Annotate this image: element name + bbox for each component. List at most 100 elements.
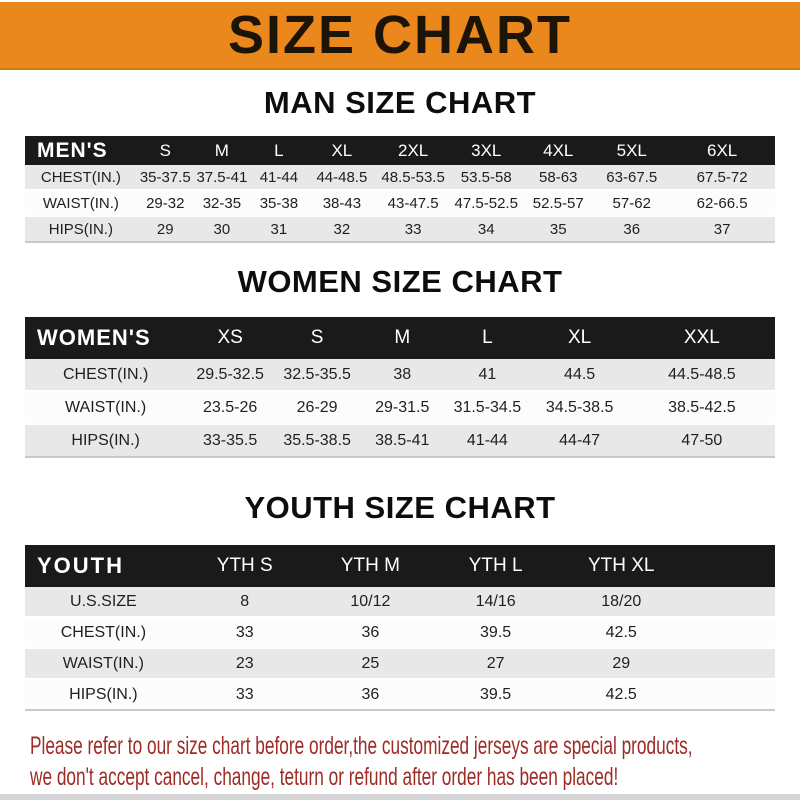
cell: 39.5 bbox=[432, 618, 559, 649]
cell: 31 bbox=[250, 217, 308, 243]
cell: 23 bbox=[181, 649, 308, 680]
men-section-title: MAN SIZE CHART bbox=[263, 85, 537, 120]
cell: 52.5-57 bbox=[522, 191, 595, 217]
women-header-label: WOMEN'S bbox=[25, 317, 187, 359]
cell: 47.5-52.5 bbox=[450, 191, 523, 217]
col-header: XL bbox=[307, 136, 376, 165]
cell: 29.5-32.5 bbox=[186, 359, 274, 392]
cell: 37.5-41 bbox=[193, 165, 250, 191]
col-header: 6XL bbox=[669, 136, 775, 165]
cell: 31.5-34.5 bbox=[444, 392, 531, 425]
cell: 35.5-38.5 bbox=[274, 425, 361, 458]
cell: 18/20 bbox=[558, 587, 685, 618]
cell: 10/12 bbox=[307, 587, 433, 618]
cell: 57-62 bbox=[594, 191, 670, 217]
cell: 32.5-35.5 bbox=[274, 359, 361, 392]
cell: 67.5-72 bbox=[669, 165, 775, 191]
cell: 37 bbox=[669, 217, 775, 243]
table-row: CHEST(IN.) 29.5-32.5 32.5-35.5 38 41 44.… bbox=[25, 359, 775, 392]
col-header: XXL bbox=[628, 317, 775, 359]
men-size-table: MEN'S S M L XL 2XL 3XL 4XL 5XL 6XL CHEST… bbox=[25, 136, 775, 243]
cell: 23.5-26 bbox=[186, 392, 274, 425]
col-header: YTH L bbox=[432, 545, 559, 587]
bottom-edge-strip bbox=[0, 794, 800, 800]
col-header: M bbox=[193, 136, 250, 165]
disclaimer-line-2: we don't accept cancel, change, teturn o… bbox=[30, 763, 619, 791]
col-header: 5XL bbox=[594, 136, 670, 165]
col-header: YTH M bbox=[307, 545, 433, 587]
row-label: HIPS(IN.) bbox=[25, 680, 182, 711]
col-header: YTH S bbox=[181, 545, 308, 587]
cell: 39.5 bbox=[432, 680, 559, 711]
cell: 41-44 bbox=[250, 165, 308, 191]
cell: 35-38 bbox=[250, 191, 308, 217]
row-label: CHEST(IN.) bbox=[25, 359, 187, 392]
col-header: XL bbox=[530, 317, 629, 359]
cell: 33 bbox=[181, 618, 308, 649]
row-label: CHEST(IN.) bbox=[25, 618, 182, 649]
table-row: WAIST(IN.) 23.5-26 26-29 29-31.5 31.5-34… bbox=[25, 392, 775, 425]
cell-spacer bbox=[684, 649, 775, 680]
men-header-row: MEN'S S M L XL 2XL 3XL 4XL 5XL 6XL bbox=[25, 136, 775, 165]
cell: 42.5 bbox=[558, 618, 685, 649]
disclaimer-line-1: Please refer to our size chart before or… bbox=[30, 732, 693, 760]
cell: 33 bbox=[376, 217, 451, 243]
banner-title: SIZE CHART bbox=[228, 5, 572, 65]
youth-section-title: YOUTH SIZE CHART bbox=[244, 490, 556, 525]
cell: 34 bbox=[450, 217, 523, 243]
row-label: U.S.SIZE bbox=[25, 587, 182, 618]
table-row: CHEST(IN.) 33 36 39.5 42.5 bbox=[25, 618, 775, 649]
row-label: HIPS(IN.) bbox=[25, 217, 137, 243]
cell: 36 bbox=[307, 618, 433, 649]
disclaimer-block: Please refer to our size chart before or… bbox=[30, 727, 800, 793]
cell: 48.5-53.5 bbox=[376, 165, 451, 191]
cell: 33 bbox=[181, 680, 308, 711]
cell: 32-35 bbox=[193, 191, 250, 217]
col-header: M bbox=[360, 317, 445, 359]
cell: 47-50 bbox=[628, 425, 775, 458]
cell: 38 bbox=[360, 359, 445, 392]
col-header: 4XL bbox=[522, 136, 595, 165]
col-header: L bbox=[444, 317, 531, 359]
cell: 34.5-38.5 bbox=[530, 392, 629, 425]
cell: 41 bbox=[444, 359, 531, 392]
youth-size-table: YOUTH YTH S YTH M YTH L YTH XL U.S.SIZE … bbox=[25, 545, 775, 711]
row-label: CHEST(IN.) bbox=[25, 165, 137, 191]
row-label: WAIST(IN.) bbox=[25, 649, 182, 680]
row-label: WAIST(IN.) bbox=[25, 191, 137, 217]
women-size-table: WOMEN'S XS S M L XL XXL CHEST(IN.) 29.5-… bbox=[25, 317, 775, 458]
col-header: L bbox=[250, 136, 308, 165]
col-header: S bbox=[136, 136, 194, 165]
men-header-label: MEN'S bbox=[25, 136, 137, 165]
col-header: 3XL bbox=[450, 136, 523, 165]
women-section-title: WOMEN SIZE CHART bbox=[237, 264, 563, 299]
cell: 53.5-58 bbox=[450, 165, 523, 191]
col-header: S bbox=[274, 317, 361, 359]
cell: 41-44 bbox=[444, 425, 531, 458]
cell: 29 bbox=[558, 649, 685, 680]
cell: 27 bbox=[432, 649, 559, 680]
table-row: WAIST(IN.) 23 25 27 29 bbox=[25, 649, 775, 680]
cell: 44.5-48.5 bbox=[628, 359, 775, 392]
table-row: CHEST(IN.) 35-37.5 37.5-41 41-44 44-48.5… bbox=[25, 165, 775, 191]
cell: 38.5-41 bbox=[360, 425, 445, 458]
table-row: WAIST(IN.) 29-32 32-35 35-38 38-43 43-47… bbox=[25, 191, 775, 217]
cell: 44-48.5 bbox=[307, 165, 376, 191]
cell: 35-37.5 bbox=[136, 165, 194, 191]
cell: 30 bbox=[193, 217, 250, 243]
cell: 44-47 bbox=[530, 425, 629, 458]
cell: 8 bbox=[181, 587, 308, 618]
cell: 33-35.5 bbox=[186, 425, 274, 458]
cell: 25 bbox=[307, 649, 433, 680]
header-spacer bbox=[684, 545, 775, 587]
cell: 36 bbox=[594, 217, 670, 243]
cell: 32 bbox=[307, 217, 376, 243]
row-label: WAIST(IN.) bbox=[25, 392, 187, 425]
cell: 36 bbox=[307, 680, 433, 711]
table-row: U.S.SIZE 8 10/12 14/16 18/20 bbox=[25, 587, 775, 618]
cell: 42.5 bbox=[558, 680, 685, 711]
cell: 63-67.5 bbox=[594, 165, 670, 191]
col-header: XS bbox=[186, 317, 274, 359]
cell: 29-31.5 bbox=[360, 392, 445, 425]
